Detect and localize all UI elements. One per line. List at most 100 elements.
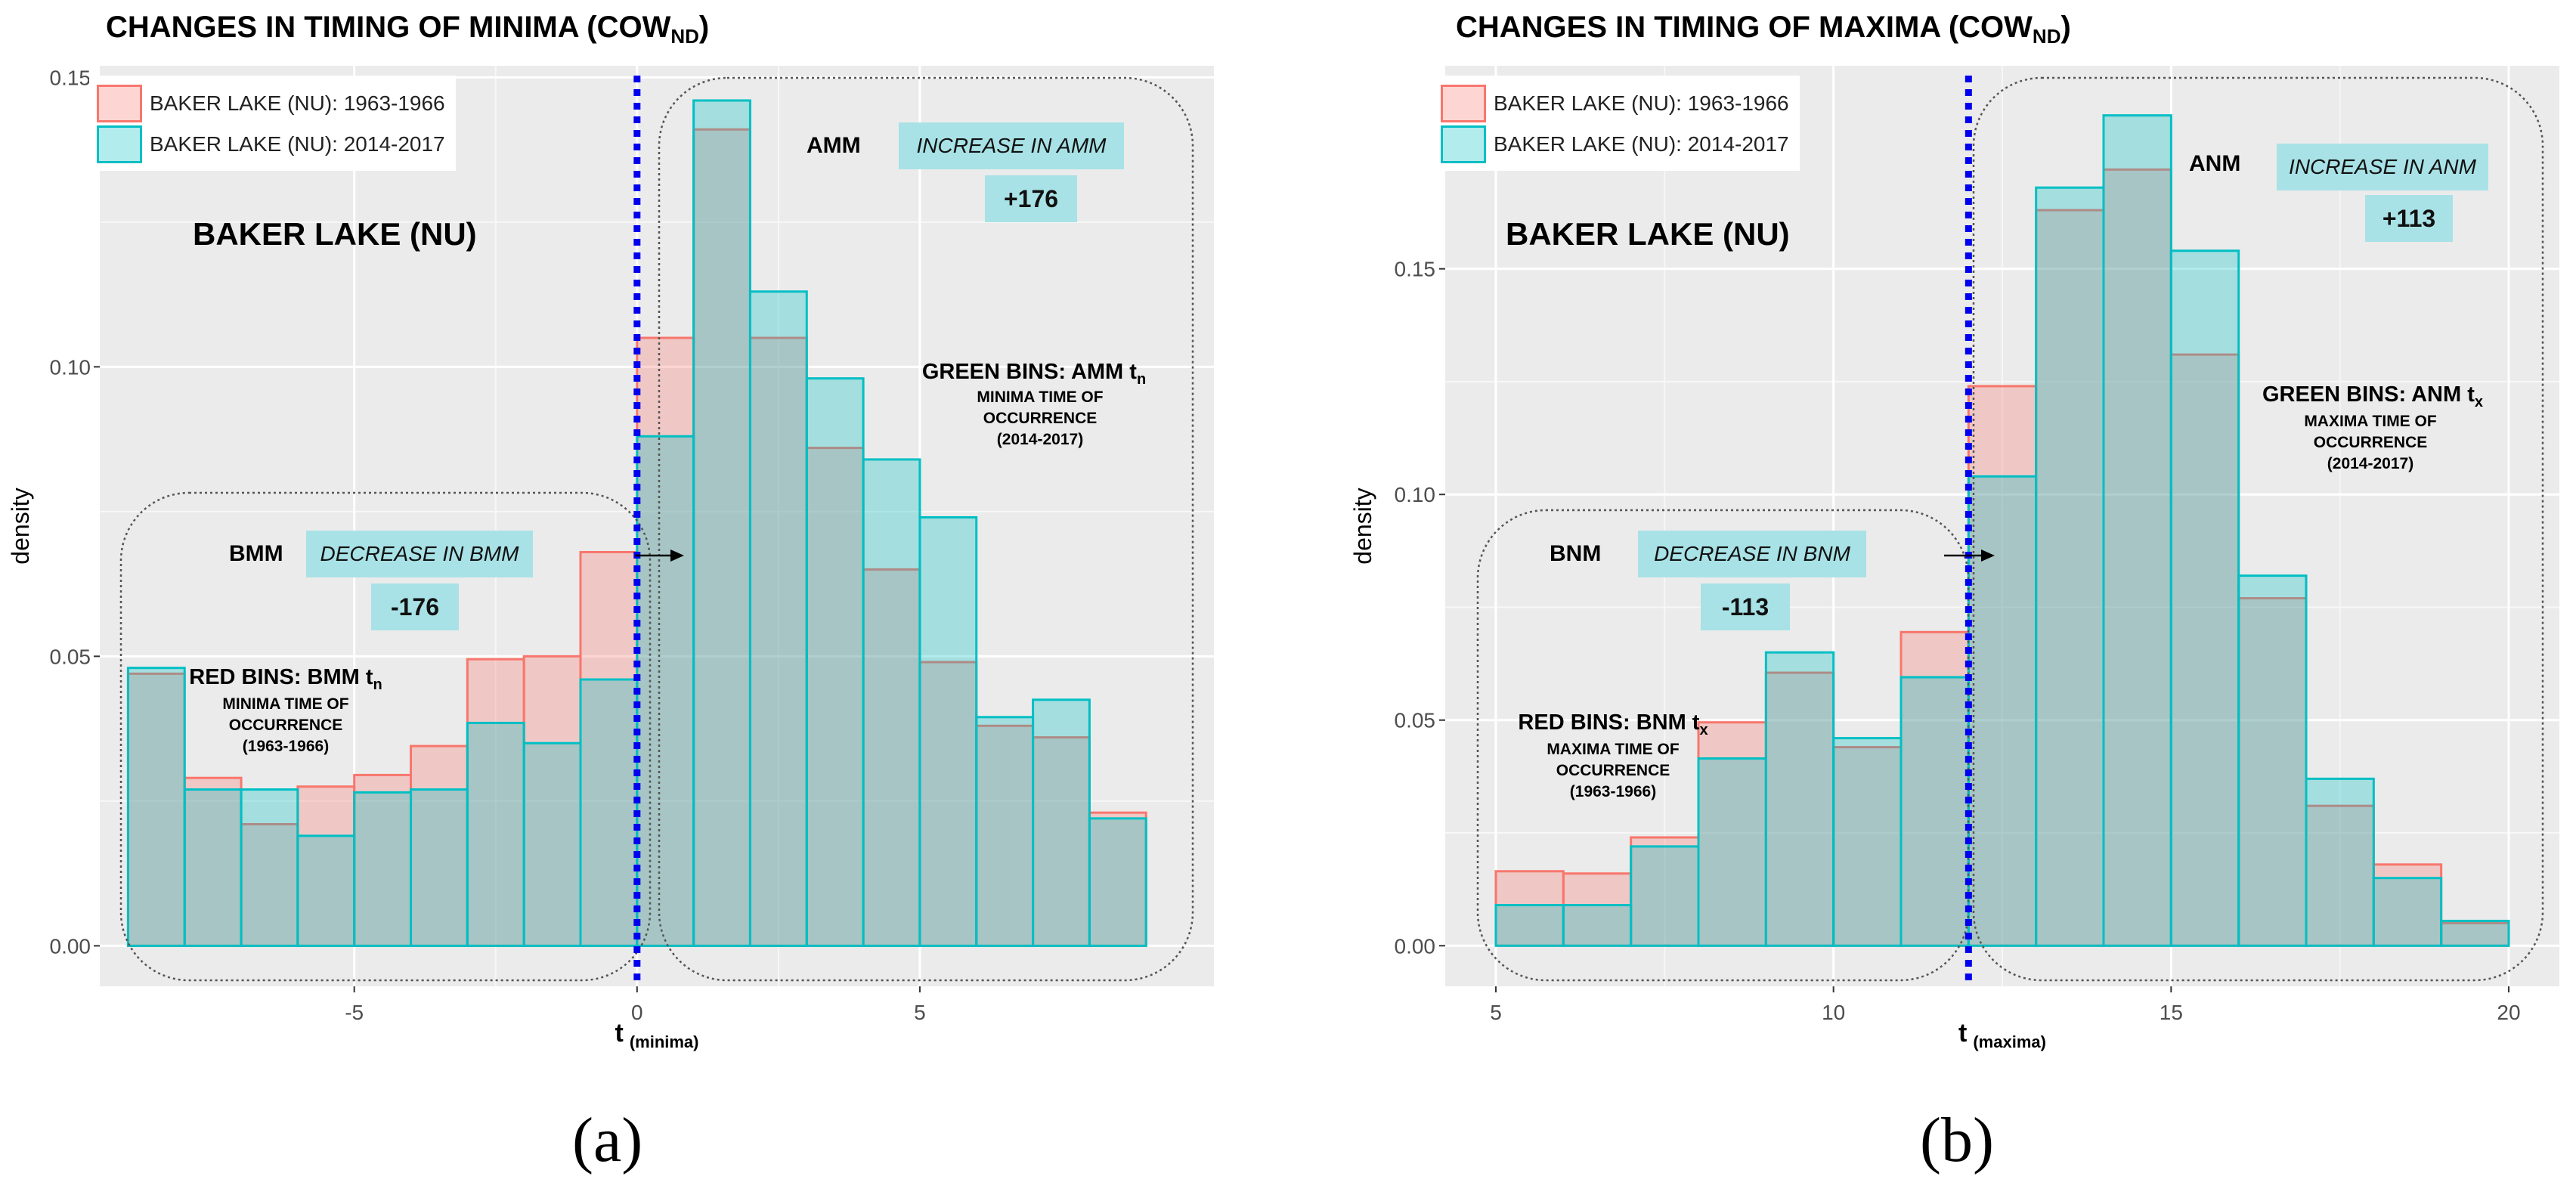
decrease-bnm-box: DECREASE IN BNM	[1638, 531, 1866, 577]
bar-2014-2017	[2372, 877, 2443, 947]
bar-2014-2017	[692, 99, 751, 947]
legend-key-teal	[1441, 125, 1486, 163]
anm-label: ANM	[2189, 151, 2241, 176]
bar-1963-1966	[1899, 630, 1970, 947]
y-tick-label: 0.10	[50, 355, 91, 379]
y-tick-label: 0.15	[50, 66, 91, 89]
bar-2014-2017	[1494, 904, 1565, 947]
bar-2014-2017	[183, 788, 243, 947]
green-bins-description: MAXIMA TIME OF OCCURRENCE (2014-2017)	[2304, 413, 2437, 472]
bar-2014-2017	[296, 834, 356, 947]
legend-label: BAKER LAKE (NU): 1963-1966	[150, 91, 445, 115]
legend-key-teal	[97, 125, 142, 163]
bar-1963-1966	[579, 550, 639, 947]
bar-1963-1966	[2169, 353, 2240, 947]
x-tick-label: 15	[2160, 1001, 2183, 1024]
shift-arrowhead	[1981, 549, 1995, 562]
y-tick-label: 0.05	[50, 645, 91, 668]
bar-2014-2017	[1562, 904, 1633, 947]
legend: BAKER LAKE (NU): 1963-1966 BAKER LAKE (N…	[89, 76, 456, 171]
bar-2014-2017	[126, 667, 186, 947]
bar-2014-2017	[805, 377, 865, 947]
panel-label-b: (b)	[1920, 1105, 1994, 1175]
legend-item-1963-1966: BAKER LAKE (NU): 1963-1966	[1441, 83, 1789, 124]
y-axis-label: density	[7, 488, 34, 564]
bar-2014-2017	[862, 458, 921, 947]
x-tick-label: 5	[914, 1001, 926, 1024]
y-tick-label: 0.10	[1395, 483, 1436, 506]
x-axis-label: t (maxima)	[1958, 1019, 2046, 1051]
bar-1963-1966	[1764, 671, 1835, 947]
bar-2014-2017	[2102, 114, 2172, 947]
bar-1963-1966	[862, 568, 921, 947]
x-tick-label: -5	[345, 1001, 364, 1024]
bar-2014-2017	[918, 516, 978, 947]
bar-2014-2017	[1832, 737, 1903, 947]
bar-2014-2017	[1032, 698, 1091, 947]
bar-2014-2017	[522, 741, 582, 947]
x-tick-label: 10	[1822, 1001, 1845, 1024]
bnm-value-box: -113	[1701, 583, 1790, 630]
bar-1963-1966	[410, 744, 469, 947]
bar-2014-2017	[1697, 757, 1767, 947]
y-tick-label: 0.05	[1395, 709, 1436, 732]
bar-1963-1966	[1562, 872, 1633, 947]
shift-arrowhead	[670, 549, 684, 562]
decrease-bmm-box: DECREASE IN BMM	[306, 531, 533, 577]
x-axis-label: t (minima)	[615, 1019, 698, 1051]
bmm-label: BMM	[229, 541, 283, 566]
bar-2014-2017	[579, 678, 639, 947]
panel-minima: CHANGES IN TIMING OF MINIMA (COWND) 0.00…	[7, 11, 1214, 1175]
bar-2014-2017	[748, 290, 808, 947]
bar-2014-2017	[1899, 676, 1970, 947]
amm-value-box: +176	[985, 175, 1077, 222]
legend-label: BAKER LAKE (NU): 1963-1966	[1494, 91, 1789, 115]
x-tick-label: 5	[1490, 1001, 1502, 1024]
group-boundary-box	[119, 491, 652, 982]
bar-1963-1966	[2305, 804, 2375, 947]
histogram-maxima: 0.00 0.05 0.10 0.15 5 10 15 20 density t (maxima)	[1349, 66, 2559, 1051]
bar-2014-2017	[353, 791, 413, 947]
bar-2014-2017	[2035, 186, 2105, 947]
bar-2014-2017	[410, 788, 469, 947]
bar-2014-2017	[2305, 777, 2375, 947]
bmm-value-box: -176	[371, 583, 459, 630]
legend-label: BAKER LAKE (NU): 2014-2017	[1494, 132, 1789, 156]
red-bins-description: MAXIMA TIME OF OCCURRENCE (1963-1966)	[1547, 741, 1680, 800]
bar-1963-1966	[353, 773, 413, 947]
x-tick-label: 0	[631, 1001, 643, 1024]
legend-item-2014-2017: BAKER LAKE (NU): 2014-2017	[1441, 124, 1789, 165]
legend-item-2014-2017: BAKER LAKE (NU): 2014-2017	[97, 124, 445, 165]
bar-2014-2017	[2169, 249, 2240, 947]
chart-title: CHANGES IN TIMING OF MINIMA (COWND)	[106, 11, 710, 48]
green-bins-heading: GREEN BINS: ANM tx	[2262, 382, 2483, 410]
legend-key-red	[1441, 85, 1486, 122]
bar-2014-2017	[1088, 817, 1147, 947]
x-tick-label: 20	[2497, 1001, 2520, 1024]
y-tick-label: 0.00	[1395, 934, 1436, 958]
legend-label: BAKER LAKE (NU): 2014-2017	[150, 132, 445, 156]
y-tick-label: 0.00	[50, 934, 91, 958]
green-bins-description: MINIMA TIME OF OCCURRENCE (2014-2017)	[977, 388, 1104, 448]
red-bins-heading: RED BINS: BMM tn	[189, 665, 382, 693]
bar-2014-2017	[240, 788, 299, 947]
bar-2014-2017	[466, 721, 525, 947]
bar-2014-2017	[1764, 651, 1835, 947]
bar-2014-2017	[636, 435, 695, 947]
bar-1963-1966	[805, 447, 865, 947]
chart-title: CHANGES IN TIMING OF MAXIMA (COWND)	[1456, 11, 2071, 48]
station-label: BAKER LAKE (NU)	[1506, 216, 1790, 252]
anm-value-box: +113	[2365, 195, 2453, 242]
y-axis-label: density	[1349, 488, 1376, 564]
bar-2014-2017	[1630, 845, 1700, 947]
legend: BAKER LAKE (NU): 1963-1966 BAKER LAKE (N…	[1433, 76, 1800, 171]
bar-2014-2017	[2440, 919, 2510, 947]
bar-2014-2017	[975, 716, 1035, 947]
red-bins-heading: RED BINS: BNM tx	[1518, 710, 1708, 738]
red-bins-description: MINIMA TIME OF OCCURRENCE (1963-1966)	[222, 695, 349, 755]
legend-item-1963-1966: BAKER LAKE (NU): 1963-1966	[97, 83, 445, 124]
station-label: BAKER LAKE (NU)	[193, 216, 477, 252]
amm-label: AMM	[807, 133, 861, 158]
group-boundary-box	[1476, 509, 1970, 982]
y-tick-label: 0.15	[1395, 258, 1436, 281]
